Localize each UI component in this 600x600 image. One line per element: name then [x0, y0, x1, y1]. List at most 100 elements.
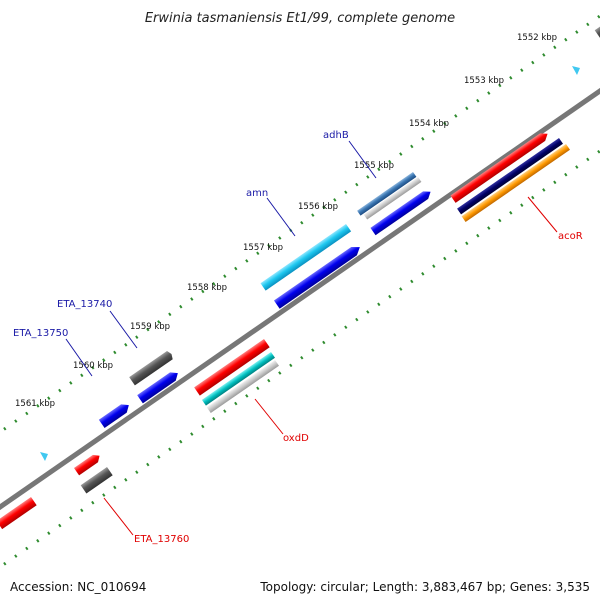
- gc-skew-dot: [531, 60, 535, 65]
- gc-skew-dot: [564, 172, 568, 177]
- gc-skew-dot: [487, 226, 491, 230]
- gc-skew-dot: [256, 386, 260, 391]
- gc-skew-dot: [80, 508, 84, 513]
- tick-labels: 1552 kbp 1553 kbp 1554 kbp 1555 kbp 1556…: [15, 33, 557, 409]
- accession-text: Accession: NC_010694: [10, 580, 147, 594]
- gc-skew-dot: [498, 218, 502, 223]
- gene-orange-feature[interactable]: [461, 144, 570, 223]
- gc-skew-dot: [47, 531, 51, 536]
- gc-skew-dot: [25, 411, 29, 416]
- gc-skew-dot: [586, 22, 590, 27]
- tick-label-1554: 1554 kbp: [409, 119, 449, 129]
- map-title: Erwinia tasmaniensis Et1/99, complete ge…: [145, 11, 455, 26]
- gc-skew-dot: [366, 175, 370, 179]
- gc-skew-dot: [509, 211, 513, 215]
- gc-skew-dot: [135, 335, 139, 339]
- gc-skew-dot: [113, 350, 117, 355]
- gc-skew-dot: [542, 53, 546, 57]
- gc-skew-dot: [487, 91, 491, 95]
- gc-skew-dot: [586, 157, 590, 162]
- gc-skew-dot: [36, 539, 40, 543]
- gc-skew-dot: [36, 404, 40, 408]
- gene-eta13760[interactable]: [80, 467, 113, 494]
- gene-eta13750[interactable]: [98, 401, 132, 429]
- gene-label-adhb: adhB: [323, 130, 349, 141]
- tick-label-1556: 1556 kbp: [298, 202, 338, 212]
- gc-skew-dot: [157, 455, 161, 459]
- gc-skew-dot: [234, 401, 238, 406]
- gc-skew-dot: [267, 378, 271, 383]
- gene-navy-feature[interactable]: [457, 138, 563, 215]
- gc-skew-dot: [69, 516, 73, 520]
- gene-acor[interactable]: [450, 130, 550, 203]
- gc-skew-dot: [575, 165, 579, 169]
- gene-oxdd[interactable]: [194, 339, 270, 396]
- tick-label-1560: 1560 kbp: [73, 361, 113, 371]
- gene-adhb[interactable]: [370, 188, 433, 236]
- gc-skew-dot: [553, 45, 557, 50]
- gc-skew-dot: [256, 251, 260, 256]
- gc-skew-dot: [388, 159, 392, 164]
- gc-skew-dot: [322, 205, 326, 210]
- gc-skew-dot: [212, 281, 216, 286]
- gc-skew-dot: [333, 198, 337, 202]
- gc-skew-dot: [531, 195, 535, 200]
- gc-skew-dot: [179, 304, 183, 309]
- gc-skew-dot: [443, 121, 447, 126]
- gc-skew-dot: [91, 365, 95, 370]
- gc-skew-dot: [443, 256, 447, 261]
- gene-label-eta13750: ETA_13750: [13, 328, 68, 339]
- gc-skew-dot: [432, 129, 436, 133]
- gc-skew-dot: [454, 114, 458, 118]
- gc-skew-dot: [553, 180, 557, 185]
- gc-skew-dot: [355, 182, 359, 187]
- gc-skew-dot: [421, 272, 425, 276]
- gene-adhb-steel[interactable]: [357, 172, 417, 216]
- gc-skew-dot: [498, 83, 502, 88]
- gc-skew-dot: [234, 266, 238, 271]
- gc-skew-dot: [366, 310, 370, 314]
- tick-label-1557: 1557 kbp: [243, 243, 283, 253]
- gc-skew-dot: [465, 106, 469, 111]
- gc-skew-dot: [509, 76, 513, 80]
- gc-skew-dot: [597, 149, 600, 154]
- gc-skew-dot: [432, 264, 436, 268]
- gc-skew-dot: [157, 320, 161, 324]
- gene-top-edge-gray[interactable]: [594, 22, 600, 39]
- gene-label-eta13740: ETA_13740: [57, 299, 112, 310]
- gene-label-amn: amn: [246, 188, 268, 199]
- gene-eta13740[interactable]: [137, 369, 181, 404]
- gc-skew-dot: [58, 523, 62, 528]
- gc-skew-dot: [190, 432, 194, 436]
- gc-skew-dot: [223, 274, 227, 278]
- gene-left-edge-red[interactable]: [0, 497, 37, 530]
- gc-skew-dot: [223, 409, 227, 413]
- gc-skew-dot: [47, 396, 51, 401]
- gc-skew-dot: [245, 394, 249, 398]
- gc-skew-dot: [520, 68, 524, 72]
- gc-skew-dot: [201, 424, 205, 429]
- gc-skew-dot: [245, 259, 249, 263]
- gene-adhb-silver[interactable]: [363, 177, 422, 220]
- gc-skew-dot: [476, 98, 480, 103]
- gene-oxdd-silver[interactable]: [206, 360, 279, 414]
- gc-skew-dot: [3, 426, 7, 431]
- origin-marker-icon: [40, 452, 48, 461]
- gene-amn[interactable]: [260, 224, 352, 291]
- gene-eta13740-gray[interactable]: [129, 350, 174, 386]
- gc-skew-dot: [80, 373, 84, 378]
- gene-amn-blue[interactable]: [273, 243, 363, 309]
- gc-skew-dot: [168, 312, 172, 317]
- gc-skew-dot: [25, 546, 29, 551]
- gc-skew-dot: [14, 419, 18, 423]
- gene-eta13760-red[interactable]: [73, 452, 102, 476]
- tick-label-1559: 1559 kbp: [130, 322, 170, 332]
- gc-skew-dot: [311, 348, 315, 352]
- gc-skew-track: [3, 14, 600, 566]
- gc-skew-dot: [102, 493, 106, 497]
- gene-oxdd-teal[interactable]: [201, 352, 275, 406]
- gc-skew-dot: [322, 340, 326, 345]
- gc-skew-dot: [333, 333, 337, 337]
- gc-skew-dot: [575, 30, 579, 34]
